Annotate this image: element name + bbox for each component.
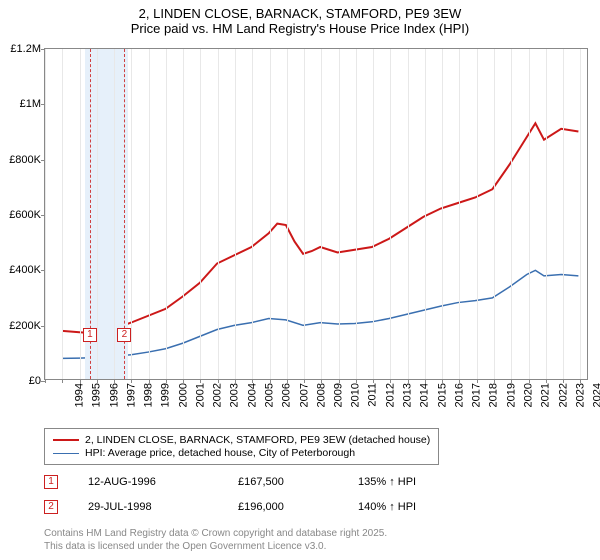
xtick-label: 1999 (160, 383, 172, 407)
gridline (149, 49, 150, 379)
footer-copyright: Contains HM Land Registry data © Crown c… (44, 528, 387, 539)
plot-area: £0£200K£400K£600K£800K£1M£1.2M1994199519… (44, 48, 588, 380)
xtick-label: 2000 (177, 383, 189, 407)
gridline (529, 49, 530, 379)
title-line-1: 2, LINDEN CLOSE, BARNACK, STAMFORD, PE9 … (0, 6, 600, 21)
gridline (321, 49, 322, 379)
legend-swatch (53, 453, 79, 454)
transaction-date: 12-AUG-1996 (88, 476, 238, 488)
legend-label: 2, LINDEN CLOSE, BARNACK, STAMFORD, PE9 … (85, 434, 430, 446)
xtick-label: 2001 (194, 383, 206, 407)
gridline (459, 49, 460, 379)
gridline (442, 49, 443, 379)
xtick-label: 2006 (281, 383, 293, 407)
gridline (200, 49, 201, 379)
transaction-marker-index: 1 (44, 475, 58, 489)
marker-box: 1 (83, 328, 97, 342)
transaction-price: £167,500 (238, 476, 358, 488)
transaction-price: £196,000 (238, 501, 358, 513)
gridline (477, 49, 478, 379)
legend-label: HPI: Average price, detached house, City… (85, 447, 355, 459)
gridline (408, 49, 409, 379)
gridline (563, 49, 564, 379)
gridline (580, 49, 581, 379)
legend: 2, LINDEN CLOSE, BARNACK, STAMFORD, PE9 … (44, 428, 439, 465)
xtick-label: 2012 (384, 383, 396, 407)
gridline (131, 49, 132, 379)
xtick-label: 2019 (505, 383, 517, 407)
gridline (511, 49, 512, 379)
xtick-label: 2008 (315, 383, 327, 407)
transaction-date: 29-JUL-1998 (88, 501, 238, 513)
transaction-row: 1 12-AUG-1996 £167,500 135% ↑ HPI (44, 475, 416, 489)
xtick-label: 2024 (592, 383, 600, 407)
ytick-label: £600K (9, 209, 41, 221)
xtick-label: 2020 (523, 383, 535, 407)
gridline (80, 49, 81, 379)
chart-title: 2, LINDEN CLOSE, BARNACK, STAMFORD, PE9 … (0, 0, 600, 38)
xtick-label: 2007 (298, 383, 310, 407)
ytick-label: £800K (9, 154, 41, 166)
xtick-label: 1994 (73, 383, 85, 407)
gridline (339, 49, 340, 379)
xtick-label: 2021 (540, 383, 552, 407)
transaction-hpi: 135% ↑ HPI (358, 476, 416, 488)
xtick-label: 1998 (143, 383, 155, 407)
xtick-label: 1996 (108, 383, 120, 407)
ytick-label: £200K (9, 320, 41, 332)
gridline (235, 49, 236, 379)
xtick-label: 2002 (212, 383, 224, 407)
xtick-label: 2010 (350, 383, 362, 407)
xtick-label: 2009 (333, 383, 345, 407)
gridline (546, 49, 547, 379)
chart-container: 2, LINDEN CLOSE, BARNACK, STAMFORD, PE9 … (0, 0, 600, 560)
xtick-label: 2015 (436, 383, 448, 407)
xtick-label: 2011 (366, 383, 378, 407)
transaction-marker-index: 2 (44, 500, 58, 514)
xtick-label: 2016 (453, 383, 465, 407)
gridline (62, 49, 63, 379)
gridline (304, 49, 305, 379)
xtick-label: 1997 (125, 383, 137, 407)
xtick-label: 2005 (263, 383, 275, 407)
series-line-hpi (62, 270, 578, 358)
gridline (356, 49, 357, 379)
gridline (425, 49, 426, 379)
xtick-label: 1995 (91, 383, 103, 407)
transaction-hpi: 140% ↑ HPI (358, 501, 416, 513)
xtick-label: 2003 (229, 383, 241, 407)
xtick-label: 2018 (488, 383, 500, 407)
legend-item-hpi: HPI: Average price, detached house, City… (53, 447, 430, 459)
gridline (252, 49, 253, 379)
series-line-price_paid (62, 123, 578, 333)
title-line-2: Price paid vs. HM Land Registry's House … (0, 21, 600, 36)
xtick-label: 2017 (471, 383, 483, 407)
legend-item-price-paid: 2, LINDEN CLOSE, BARNACK, STAMFORD, PE9 … (53, 434, 430, 446)
gridline (270, 49, 271, 379)
gridline (97, 49, 98, 379)
gridline (218, 49, 219, 379)
ytick-label: £400K (9, 264, 41, 276)
ytick-label: £0 (29, 375, 41, 387)
gridline (390, 49, 391, 379)
xtick-label: 2014 (419, 383, 431, 407)
gridline (166, 49, 167, 379)
marker-box: 2 (117, 328, 131, 342)
xtick-label: 2023 (574, 383, 586, 407)
gridline (183, 49, 184, 379)
gridline (494, 49, 495, 379)
footer-license: This data is licensed under the Open Gov… (44, 541, 326, 552)
gridline (287, 49, 288, 379)
ytick-label: £1M (20, 98, 41, 110)
xtick-label: 2004 (246, 383, 258, 407)
xtick-label: 2013 (402, 383, 414, 407)
xtick-label: 2022 (557, 383, 569, 407)
gridline (45, 49, 46, 379)
gridline (373, 49, 374, 379)
legend-swatch (53, 439, 79, 441)
transaction-row: 2 29-JUL-1998 £196,000 140% ↑ HPI (44, 500, 416, 514)
ytick-label: £1.2M (10, 43, 41, 55)
gridline (114, 49, 115, 379)
